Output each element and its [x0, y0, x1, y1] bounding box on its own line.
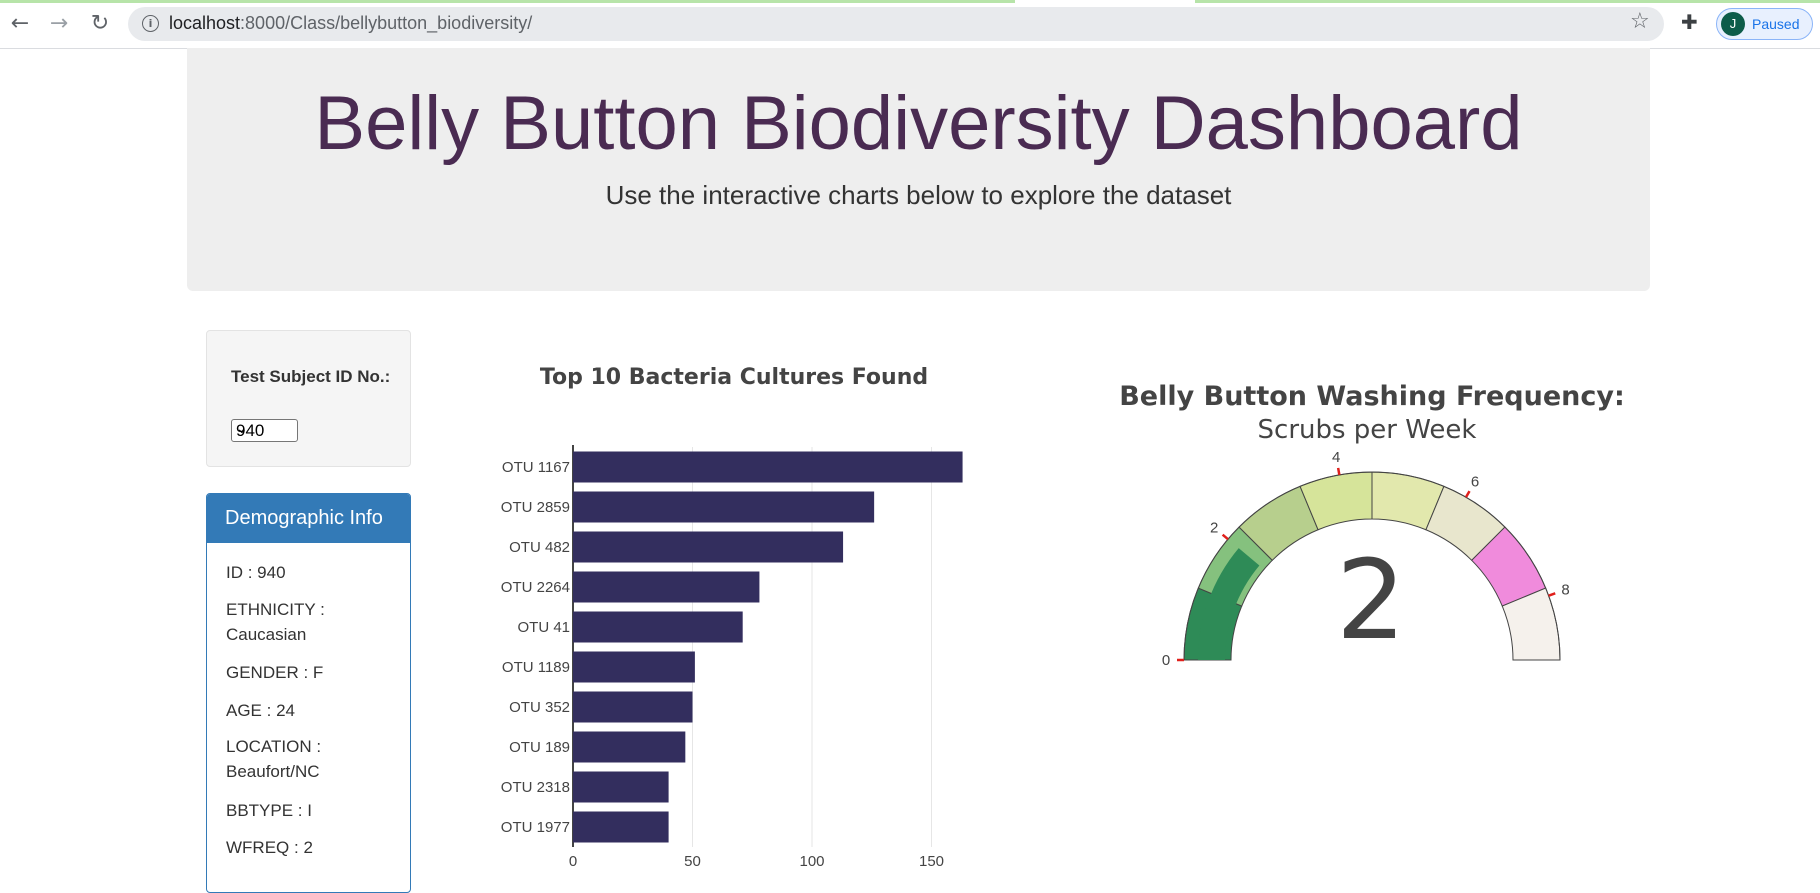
reload-icon[interactable]: ↻	[90, 11, 110, 36]
y-tick-label: OTU 2859	[501, 499, 570, 516]
extensions-icon[interactable]: ✚	[1681, 10, 1698, 34]
gauge-tick	[1336, 467, 1341, 476]
profile-button[interactable]: J Paused	[1716, 8, 1813, 40]
bar-chart: Top 10 Bacteria Cultures Found OTU 1167 O…	[501, 365, 963, 870]
loading-bar	[0, 0, 1015, 3]
back-icon[interactable]: ←	[10, 11, 30, 36]
y-tick-label: OTU 1189	[502, 659, 570, 676]
bar[interactable]	[573, 571, 760, 603]
demographic-panel: Demographic Info ID : 940 ETHNICITY : Ca…	[206, 493, 411, 893]
gauge-value: 2	[1336, 536, 1406, 664]
y-tick-label: OTU 41	[517, 619, 570, 636]
gauge-border	[1183, 471, 1561, 661]
subject-id-dropdown[interactable]: 940 ⌄	[231, 419, 298, 442]
demo-item: GENDER : F	[226, 663, 324, 682]
loading-bar	[1195, 0, 1820, 3]
page-subtitle: Use the interactive charts below to expl…	[605, 180, 1232, 210]
gauge-tick-label: 0	[1162, 652, 1170, 669]
y-tick-label: OTU 2264	[501, 579, 570, 596]
gauge-subtitle: Scrubs per Week	[1258, 415, 1477, 445]
demo-item: ETHNICITY : Caucasian	[226, 600, 325, 644]
avatar: J	[1721, 12, 1745, 36]
gauge-tick-label: 4	[1332, 449, 1340, 466]
gauge-tick-label: 8	[1561, 582, 1569, 599]
address-bar[interactable]	[128, 7, 1664, 41]
x-tick-label: 150	[919, 853, 944, 870]
demographic-heading: Demographic Info	[207, 494, 410, 543]
gauge-tick-label: 2	[1210, 520, 1218, 537]
bar[interactable]	[573, 451, 963, 483]
bar[interactable]	[573, 531, 844, 563]
gauge-tick	[1548, 592, 1556, 597]
x-tick-label: 100	[799, 853, 824, 870]
url-host: localhost	[169, 13, 241, 33]
subject-selector-panel: Test Subject ID No.: 940 ⌄	[206, 330, 411, 467]
bar[interactable]	[573, 651, 695, 683]
chevron-down-icon: ⌄	[236, 421, 248, 437]
selected-value: 940	[236, 421, 265, 440]
y-tick-label: OTU 1977	[501, 819, 570, 836]
y-tick-label: OTU 189	[509, 739, 570, 756]
demo-item: WFREQ : 2	[226, 838, 313, 857]
site-info-icon[interactable]: i	[142, 15, 159, 32]
bar[interactable]	[573, 491, 875, 523]
bar[interactable]	[573, 771, 669, 803]
bar[interactable]	[573, 811, 669, 843]
forward-icon[interactable]: →	[49, 11, 69, 36]
gauge-tick	[1464, 490, 1471, 498]
gauge-value-bar	[1198, 548, 1260, 660]
demo-item: BBTYPE : I	[226, 801, 312, 820]
selector-label: Test Subject ID No.:	[231, 367, 391, 386]
browser-toolbar: ← → ↻ i localhost:8000/Class/bellybutton…	[0, 0, 1820, 49]
y-tick-label: OTU 352	[509, 699, 570, 716]
url-text[interactable]: localhost:8000/Class/bellybutton_biodive…	[169, 13, 532, 34]
x-tick-label: 50	[684, 853, 701, 870]
header-banner: Belly Button Biodiversity Dashboard Use …	[187, 48, 1650, 291]
bar[interactable]	[573, 731, 686, 763]
x-tick-label: 0	[569, 853, 577, 870]
y-tick-label: OTU 482	[509, 539, 570, 556]
bookmark-star-icon[interactable]: ☆	[1630, 9, 1650, 34]
gauge-tick-label: 6	[1471, 474, 1479, 491]
page-title: Belly Button Biodiversity Dashboard	[314, 81, 1523, 166]
demo-item: AGE : 24	[226, 701, 295, 720]
bar[interactable]	[573, 611, 743, 643]
bar[interactable]	[573, 691, 693, 723]
demo-item: LOCATION : Beaufort/NC	[226, 737, 322, 781]
bar-chart-title: Top 10 Bacteria Cultures Found	[540, 365, 928, 390]
y-tick-label: OTU 2318	[501, 779, 570, 796]
gauge-title: Belly Button Washing Frequency:	[1119, 381, 1625, 412]
demo-item: ID : 940	[226, 563, 286, 582]
profile-status: Paused	[1752, 16, 1800, 32]
gauge-tick	[1221, 533, 1229, 541]
url-path: :8000/Class/bellybutton_biodiversity/	[240, 13, 533, 33]
y-tick-label: OTU 1167	[502, 459, 570, 476]
gauge-chart: Belly Button Washing Frequency: Scrubs p…	[1119, 381, 1625, 669]
